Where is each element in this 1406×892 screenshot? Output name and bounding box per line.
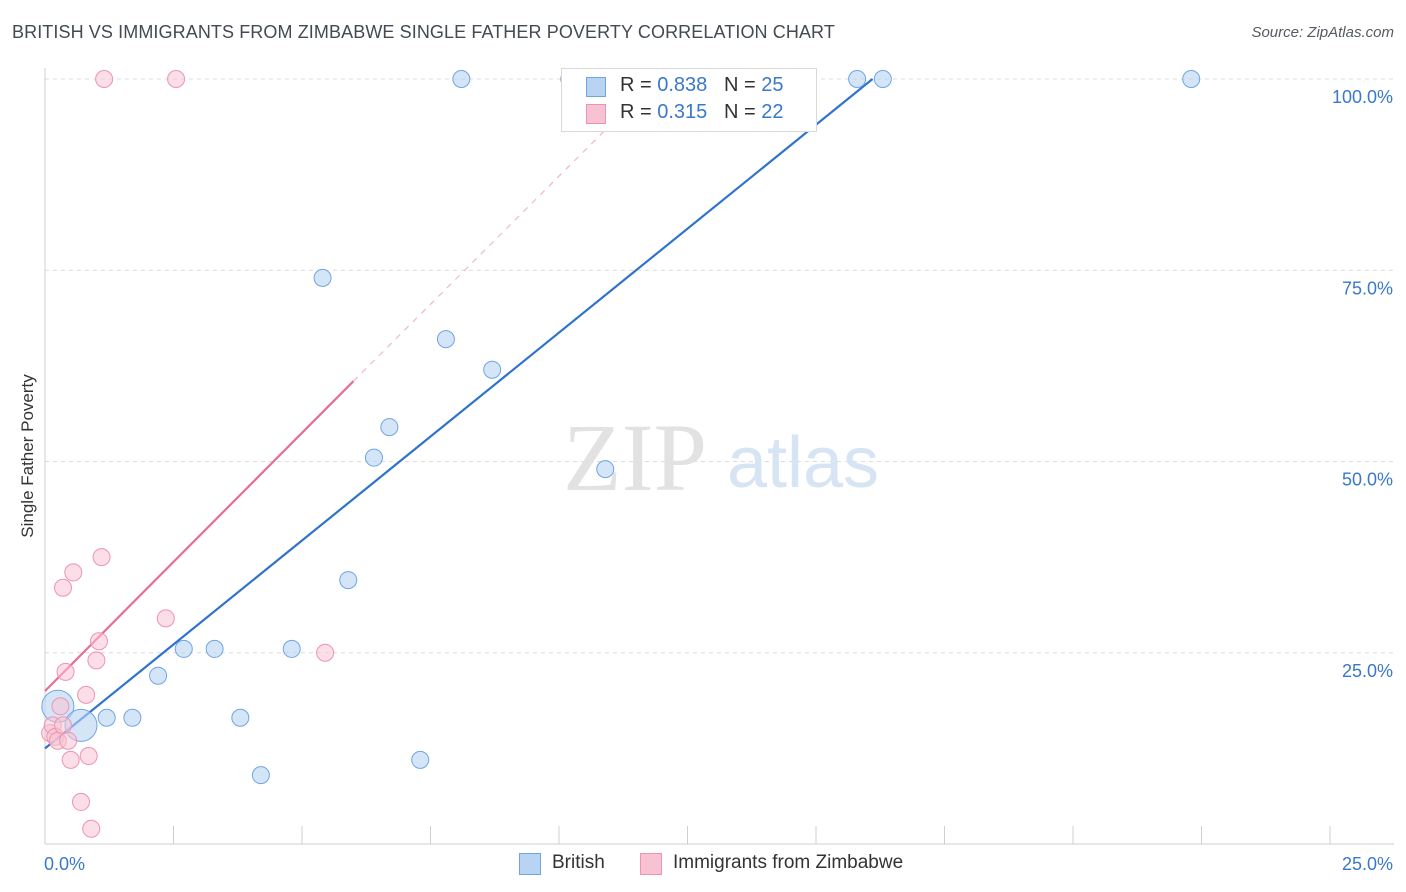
legend-n-value: 25 [761, 74, 784, 96]
point-british-5 [174, 639, 193, 658]
point-british-17 [483, 360, 502, 379]
chart-title: BRITISH VS IMMIGRANTS FROM ZIMBABWE SING… [12, 22, 835, 42]
point-zimbabwe-7 [56, 662, 75, 681]
point-british-13 [380, 418, 399, 437]
point-british-23 [873, 70, 892, 88]
watermark-zip: ZIP [563, 404, 707, 511]
legend-swatch-british [586, 77, 606, 97]
legend-swatch-british [519, 853, 541, 875]
point-british-9 [282, 639, 301, 658]
point-zimbabwe-13 [79, 747, 98, 766]
point-british-24 [1182, 70, 1201, 88]
point-british-3 [123, 708, 142, 727]
point-british-22 [848, 70, 867, 88]
legend-r-label: R = [620, 74, 658, 96]
y-axis-label: Single Father Poverty [18, 374, 37, 538]
point-british-10 [313, 268, 332, 287]
point-zimbabwe-16 [89, 632, 108, 651]
y-tick-label-50: 50.0% [1342, 470, 1393, 490]
y-tick-label-25: 25.0% [1342, 661, 1393, 681]
trend-lines [44, 78, 874, 750]
x-tick-label-max: 25.0% [1342, 854, 1393, 874]
point-zimbabwe-6 [53, 578, 72, 597]
point-british-4 [149, 666, 168, 685]
point-zimbabwe-15 [87, 651, 106, 670]
point-british-16 [452, 70, 471, 88]
point-british-11 [339, 571, 358, 590]
point-zimbabwe-8 [59, 731, 78, 750]
point-british-12 [364, 448, 383, 467]
point-zimbabwe-14 [82, 819, 101, 838]
point-zimbabwe-10 [64, 563, 83, 582]
grid-layer [45, 78, 1394, 654]
point-zimbabwe-12 [77, 685, 96, 704]
y-tick-label-100: 100.0% [1332, 87, 1393, 107]
legend-label-zimbabwe: Immigrants from Zimbabwe [673, 852, 904, 873]
legend-swatch-zimbabwe [640, 853, 662, 875]
correlation-legend: R = 0.838 N = 25 R = 0.315 N = 22 [561, 68, 817, 132]
trend-extension-zimbabwe [352, 124, 611, 382]
x-tick-label-min: 0.0% [44, 854, 85, 874]
point-zimbabwe-21 [316, 643, 335, 662]
watermark: ZIP atlas [563, 404, 879, 511]
legend-r-value: 0.838 [657, 74, 708, 96]
point-zimbabwe-4 [51, 697, 70, 716]
point-british-14 [411, 750, 430, 769]
point-zimbabwe-20 [167, 70, 186, 88]
legend-n-value: 22 [761, 101, 784, 123]
legend-swatch-zimbabwe [586, 104, 606, 124]
point-british-15 [436, 330, 455, 349]
point-british-2 [97, 708, 116, 727]
axes [44, 68, 1394, 845]
point-british-8 [251, 766, 270, 785]
legend-label-british: British [552, 852, 605, 873]
point-zimbabwe-19 [156, 609, 175, 628]
source-credit: Source: ZipAtlas.com [1251, 24, 1394, 41]
watermark-atlas: atlas [727, 423, 879, 503]
tick-labels: 25.0% 50.0% 75.0% 100.0% 0.0% 25.0% [44, 87, 1393, 874]
legend-r-label: R = [620, 101, 658, 123]
point-zimbabwe-9 [61, 750, 80, 769]
point-british-7 [231, 708, 250, 727]
point-zimbabwe-17 [92, 548, 111, 567]
trend-line-british [44, 78, 874, 750]
point-zimbabwe-5 [53, 716, 72, 735]
y-tick-label-75: 75.0% [1342, 278, 1393, 298]
legend-n-label: N = [723, 74, 762, 96]
point-british-6 [205, 639, 224, 658]
legend-r-value: 0.315 [657, 101, 708, 123]
point-british-19 [596, 460, 615, 479]
point-zimbabwe-11 [71, 792, 90, 811]
point-zimbabwe-18 [95, 70, 114, 88]
legend-n-label: N = [723, 101, 762, 123]
